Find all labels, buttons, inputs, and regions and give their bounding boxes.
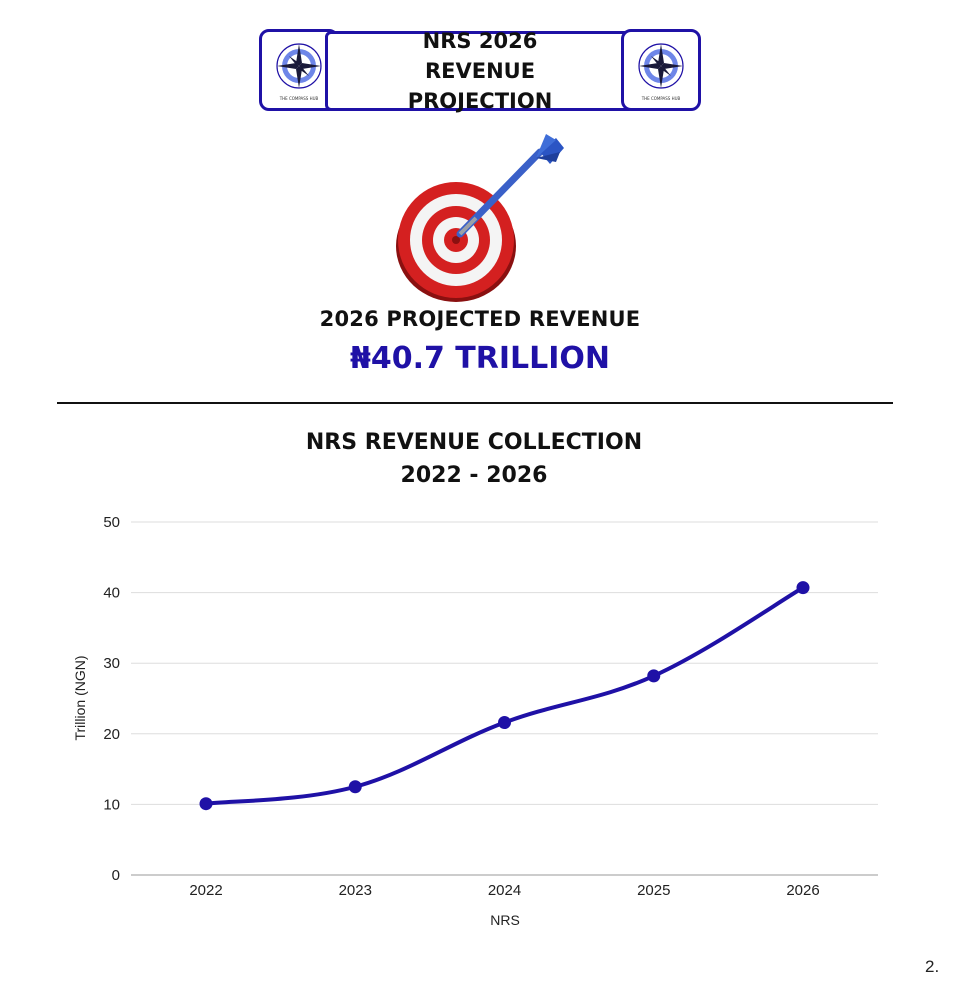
projected-revenue-label: 2026 PROJECTED REVENUE <box>319 307 641 331</box>
chart-grid <box>131 521 878 805</box>
logo-text: THE COMPASS HUB <box>279 96 319 101</box>
data-point <box>348 780 362 794</box>
y-tick-label: 50 <box>103 514 120 531</box>
x-tick-label: 2025 <box>637 882 670 899</box>
x-axis-title: NRS <box>490 912 520 928</box>
y-tick-label: 40 <box>103 585 120 602</box>
x-tick-label: 2022 <box>189 882 222 899</box>
logo-text: THE COMPASS HUB <box>641 96 681 101</box>
chart-series <box>199 581 810 811</box>
x-tick-label: 2026 <box>786 882 819 899</box>
chart-title-line1: NRS REVENUE COLLECTION <box>305 430 643 455</box>
data-point <box>199 797 213 811</box>
chart-title: NRS REVENUE COLLECTION 2022 - 2026 <box>0 426 948 492</box>
page-title: NRS 2026 REVENUE PROJECTION <box>407 29 553 113</box>
section-divider <box>57 402 893 404</box>
compass-icon: THE COMPASS HUB <box>276 43 322 101</box>
data-point <box>796 581 810 595</box>
y-tick-label: 30 <box>103 655 120 672</box>
y-axis-title: Trillion (NGN) <box>72 655 88 740</box>
projected-revenue-value: ₦40.7 TRILLION <box>349 341 611 376</box>
x-tick-label: 2023 <box>339 882 372 899</box>
compass-icon: THE COMPASS HUB <box>638 43 684 101</box>
page-number: 2. <box>925 957 940 976</box>
dart-target-icon <box>390 128 570 308</box>
chart-title-line2: 2022 - 2026 <box>400 463 548 488</box>
y-tick-label: 10 <box>103 796 120 813</box>
compass-logo-right: THE COMPASS HUB <box>621 29 701 111</box>
title-box: NRS 2026 REVENUE PROJECTION <box>325 29 635 113</box>
chart-axes: 0 10 20 30 40 50 2022 2023 2024 2025 2026 <box>103 514 878 899</box>
data-point <box>647 669 661 683</box>
y-tick-label: 20 <box>103 726 120 743</box>
header-banner: THE COMPASS HUB NRS 2026 REVENUE PROJECT… <box>259 29 701 115</box>
x-tick-label: 2024 <box>488 882 521 899</box>
data-point <box>498 716 511 730</box>
y-tick-label: 0 <box>112 867 120 884</box>
series-line <box>204 585 805 806</box>
